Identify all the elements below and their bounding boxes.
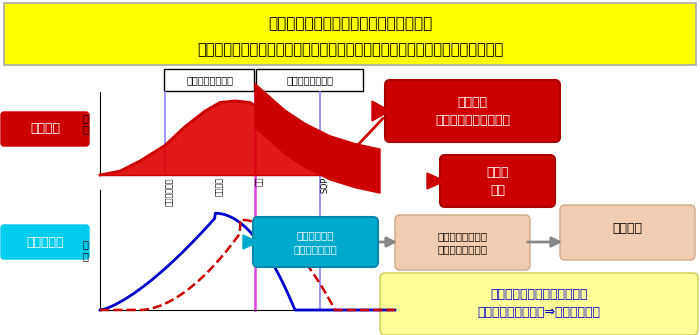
Polygon shape [427,173,445,189]
Text: ありたい姿: ありたい姿 [27,236,64,249]
Text: 業務の質・図面の質を上げ、現物段階のトラブルシュート開発から脱却する。: 業務の質・図面の質を上げ、現物段階のトラブルシュート開発から脱却する。 [197,43,503,58]
Text: 良品生産: 良品生産 [612,221,643,234]
FancyBboxPatch shape [4,3,696,65]
FancyBboxPatch shape [560,205,695,260]
Text: 机上開発完遂
検証をやり切る: 机上開発完遂 検証をやり切る [293,230,337,254]
Text: 試験図確: 試験図確 [215,177,224,196]
FancyBboxPatch shape [164,69,254,91]
Polygon shape [372,101,390,121]
FancyBboxPatch shape [385,80,560,142]
Text: 工試: 工試 [255,177,264,187]
Text: 机上検討フェーズ: 机上検討フェーズ [186,75,234,85]
Text: 現物確認フェーズ
やり直しを無くす: 現物確認フェーズ やり直しを無くす [438,231,487,254]
Polygon shape [255,83,380,193]
Text: SOP: SOP [320,177,329,193]
FancyBboxPatch shape [440,155,555,207]
Text: やり直し
トラブルシュート開発: やり直し トラブルシュート開発 [435,95,510,127]
FancyBboxPatch shape [253,217,378,267]
Text: 机上で検証をやり切れる環境を整える。: 机上で検証をやり切れる環境を整える。 [268,16,432,31]
Text: 不具合
発生: 不具合 発生 [486,165,509,197]
FancyBboxPatch shape [1,112,89,146]
Text: ありたい姿を実現するための
業務効率化策が必要⇒どうやるか？: ありたい姿を実現するための 業務効率化策が必要⇒どうやるか？ [477,288,601,320]
Text: 試作フェーズ: 試作フェーズ [165,177,174,205]
Text: 工
数: 工 数 [82,239,88,261]
Text: 現状業務: 現状業務 [30,123,60,135]
FancyBboxPatch shape [395,215,530,270]
FancyBboxPatch shape [1,225,89,259]
Text: 現物確認フェーズ: 現物確認フェーズ [286,75,333,85]
FancyBboxPatch shape [380,273,698,335]
Polygon shape [243,235,258,249]
Text: 工
数: 工 数 [82,113,88,134]
FancyBboxPatch shape [256,69,363,91]
